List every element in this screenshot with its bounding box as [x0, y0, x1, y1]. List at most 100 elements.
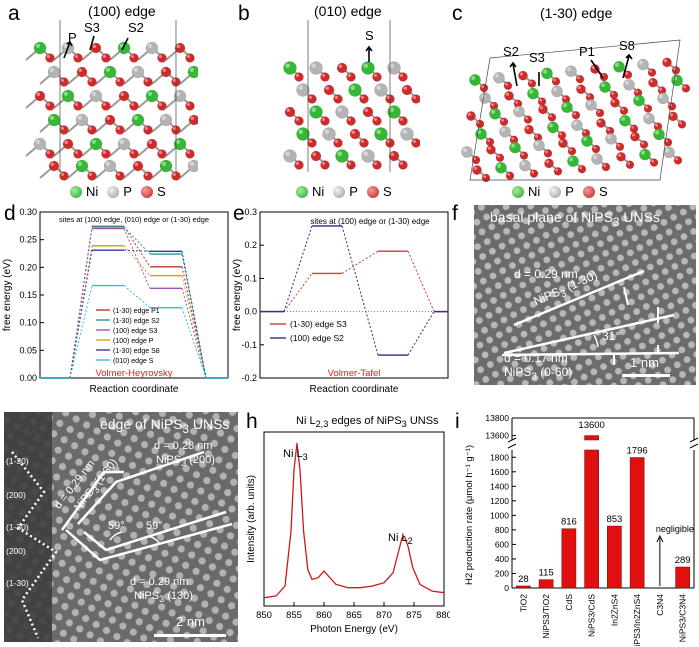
atom-highlight [338, 64, 342, 68]
p-atom [605, 133, 617, 145]
atom-highlight [539, 98, 542, 102]
s-atom [499, 117, 509, 127]
s-atom [616, 152, 626, 162]
panel-a-letter: a [8, 2, 20, 25]
s-atom [157, 101, 167, 111]
atom-highlight [611, 92, 614, 95]
tem-g-plane-top: NiPS3 (200) [156, 454, 215, 469]
atom-highlight [545, 160, 549, 164]
transition-line [123, 285, 151, 309]
atom-highlight [412, 139, 416, 143]
s-atom [73, 53, 83, 63]
s-atom [495, 153, 505, 163]
atom-highlight [525, 116, 528, 120]
transition-line [69, 228, 93, 379]
transition-line [181, 307, 207, 379]
atom-highlight [120, 92, 124, 96]
s-ball-icon [366, 185, 379, 198]
atom-highlight [665, 148, 669, 153]
s-atom [472, 165, 482, 175]
tem-f-title: basal plane of NiPS3 UNSs [490, 209, 660, 229]
atom-highlight [399, 73, 403, 77]
atom-highlight [60, 126, 64, 130]
atom-highlight [321, 161, 325, 165]
s-atom [567, 146, 577, 156]
x-tick-label: TiO2 [518, 594, 528, 612]
s-atom [527, 79, 537, 88]
atom-highlight [639, 60, 643, 65]
atom-highlight [175, 139, 180, 144]
ni-atom [145, 89, 159, 103]
atom-highlight [659, 87, 662, 91]
ni-atom [547, 121, 559, 134]
panel-e-letter: e [233, 202, 245, 225]
transition-line [407, 250, 435, 312]
arrow-s3 [89, 35, 95, 51]
atom-highlight [511, 143, 515, 148]
panel-d-chart: 0.00 0.05 0.10 0.15 0.20 0.25 0.30 Reaction coo… [2, 207, 229, 395]
y-tick-label: 0.1 [244, 273, 257, 283]
legend-a: Ni P S [70, 184, 166, 199]
bar-value-label: 28 [518, 574, 529, 585]
s-atom [87, 77, 97, 87]
s-atom [307, 94, 317, 104]
ni-atom [567, 155, 579, 167]
atom-highlight [491, 103, 494, 106]
s-atom [171, 171, 181, 181]
atom-highlight [334, 95, 338, 100]
p-ball-icon [549, 185, 562, 198]
x-axis-label: Reaction coordinate [310, 384, 399, 395]
atom-highlight [545, 150, 548, 154]
panel-c-structure: S2 S3 P1 S8 [461, 38, 691, 183]
p-atom [513, 105, 525, 118]
s-atom [571, 110, 581, 120]
atom-highlight [373, 73, 377, 77]
atom-highlight [651, 159, 654, 163]
tem-g-d-top: d = 0.28 nm [154, 440, 213, 452]
atom-highlight [559, 132, 562, 136]
y-tick-label: 600 [495, 539, 509, 549]
y-tick-label: 1400 [490, 481, 509, 491]
p-atom [47, 65, 61, 79]
atom-highlight [285, 63, 290, 68]
atom-highlight [487, 139, 490, 142]
p-atom [117, 137, 131, 151]
s-atom [307, 138, 317, 148]
s-atom [398, 72, 408, 82]
atom-highlight [308, 139, 312, 143]
s-atom [505, 171, 515, 181]
p-atom [387, 61, 401, 75]
panel-e-note: sites at (100) edge or (1-30) edge [310, 217, 430, 226]
panel-d-note: sites at (100) edge, (010) edge or (1-30… [59, 215, 209, 224]
atom-highlight [295, 117, 299, 122]
atom-highlight [144, 78, 148, 82]
ni-atom [541, 67, 553, 80]
ni-atom [653, 128, 665, 141]
y-tick-label: 13800 [485, 413, 509, 423]
atom-highlight [376, 129, 381, 134]
s-atom [537, 97, 547, 106]
s-atom [601, 162, 611, 172]
y-axis-label: Intensity (arb. units) [246, 475, 257, 563]
atom-highlight [46, 102, 50, 107]
atom-highlight [645, 114, 649, 119]
atom-highlight [347, 73, 351, 77]
atom-highlight [60, 172, 64, 176]
s-atom [320, 72, 330, 82]
panel-b-title: (010) edge [314, 3, 382, 19]
atom-highlight [549, 123, 553, 128]
ni-ball-icon [512, 185, 524, 198]
tem-g-plane-bottom: NiPS3 (130) [134, 590, 193, 605]
s-atom [333, 138, 343, 148]
s-atom [160, 66, 172, 78]
p-atom [657, 92, 669, 105]
arrow-p1 [590, 59, 604, 79]
spectrum-line [263, 442, 445, 599]
s-atom [143, 77, 153, 87]
s-ball-icon [582, 185, 595, 198]
atom-highlight [553, 87, 557, 92]
site-label-p1: P1 [579, 44, 595, 59]
atom-highlight [591, 65, 595, 69]
x-axis-label: Photon Energy (eV) [310, 624, 398, 635]
atom-highlight [158, 102, 162, 107]
